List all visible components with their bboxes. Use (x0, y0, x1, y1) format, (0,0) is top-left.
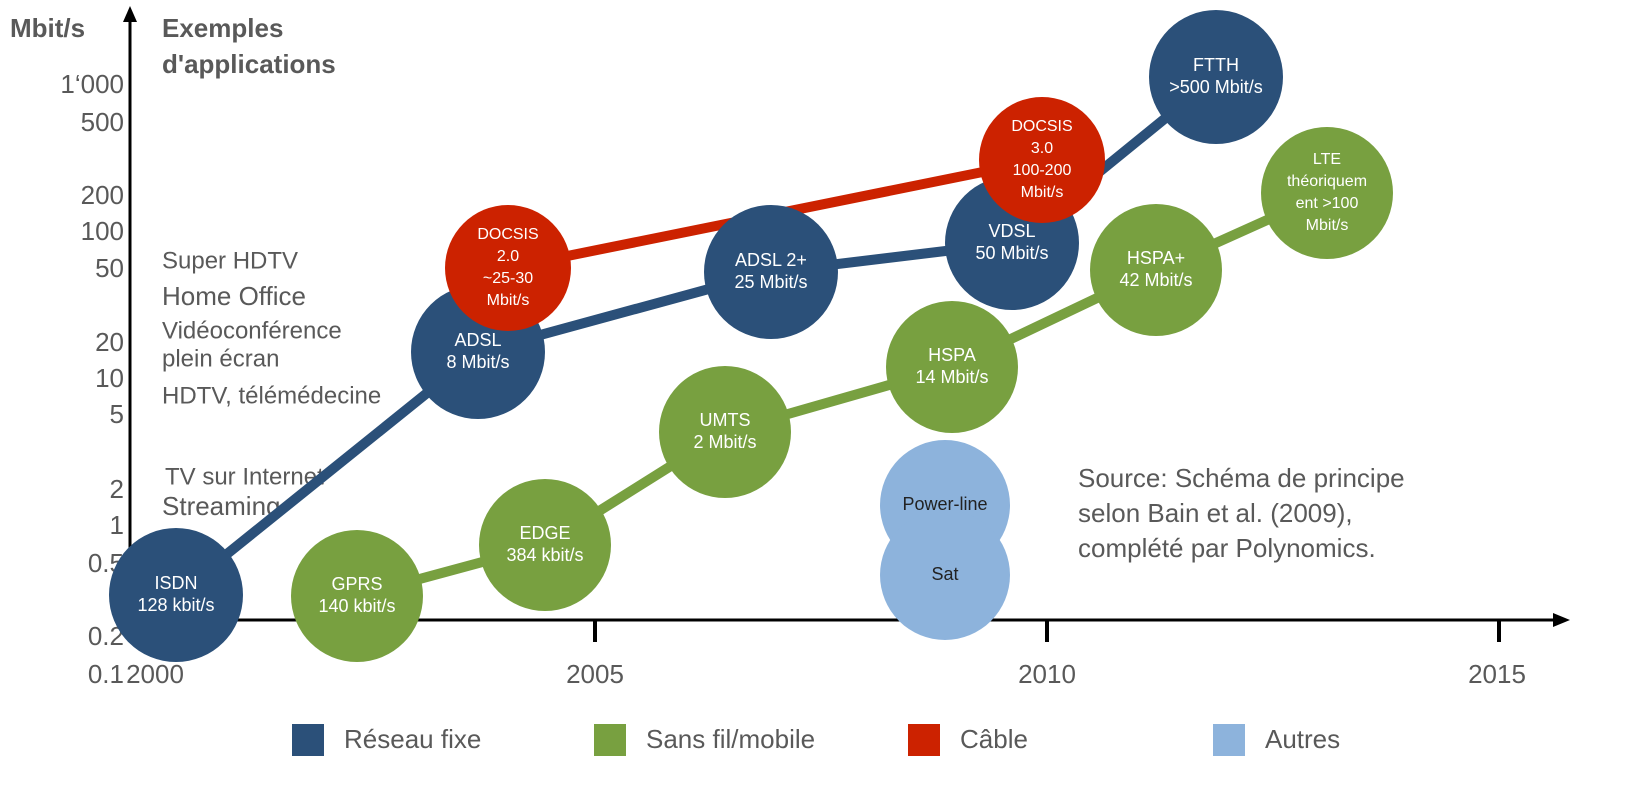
y-label: 1 (110, 510, 124, 540)
node-label: DOCSIS (477, 226, 538, 243)
applications-header: Exemples (162, 13, 283, 43)
node-label: 384 kbit/s (506, 545, 583, 565)
y-label: 0.1 (88, 659, 124, 689)
node-label: 140 kbit/s (318, 596, 395, 616)
application-item: Vidéoconférence (162, 317, 342, 344)
application-item: Super HDTV (162, 247, 298, 274)
node-label: HSPA (928, 345, 976, 365)
y-label: 1‘000 (60, 69, 124, 99)
node-label: ADSL (454, 330, 501, 350)
source: complété par Polynomics. (1078, 533, 1376, 563)
application-item: HDTV, télémédecine (162, 382, 381, 409)
node-label: ent >100 (1296, 195, 1359, 212)
node (1261, 127, 1393, 259)
node-label: ADSL 2+ (735, 250, 807, 270)
node-label: >500 Mbit/s (1169, 77, 1263, 97)
y-label: 2 (110, 474, 124, 504)
node-label: FTTH (1193, 55, 1239, 75)
node (659, 366, 791, 498)
node (479, 479, 611, 611)
node (291, 530, 423, 662)
node-label: 2.0 (497, 248, 519, 265)
y-unit: Mbit/s (10, 13, 85, 43)
node (1149, 10, 1283, 144)
node-label: ~25-30 (483, 270, 533, 287)
y-label: 500 (81, 107, 124, 137)
legend-label: Réseau fixe (344, 724, 481, 754)
node-label: HSPA+ (1127, 248, 1185, 268)
x-arrow (1553, 613, 1570, 627)
legend-swatch (1213, 724, 1245, 756)
application-item: Streaming (162, 491, 281, 521)
node (886, 301, 1018, 433)
node (1090, 204, 1222, 336)
node-label: 2 Mbit/s (693, 432, 756, 452)
source: Source: Schéma de principe (1078, 463, 1405, 493)
application-item: plein écran (162, 345, 279, 372)
y-label: 20 (95, 327, 124, 357)
x-label: 2010 (1018, 659, 1076, 689)
legend-label: Autres (1265, 724, 1340, 754)
y-label: 200 (81, 180, 124, 210)
node-label: 25 Mbit/s (734, 272, 807, 292)
node-label: 42 Mbit/s (1119, 270, 1192, 290)
legend-label: Câble (960, 724, 1028, 754)
x-label: 2000 (126, 659, 184, 689)
x-label: 2015 (1468, 659, 1526, 689)
legend-swatch (292, 724, 324, 756)
node-label: théoriquem (1287, 173, 1367, 190)
node-label: LTE (1313, 151, 1341, 168)
node-label: 8 Mbit/s (446, 352, 509, 372)
node-label: DOCSIS (1011, 118, 1072, 135)
y-label: 10 (95, 363, 124, 393)
node-label: Power-line (902, 494, 987, 514)
application-item: TV sur Internet (165, 463, 324, 490)
node-label: VDSL (988, 221, 1035, 241)
node (109, 528, 243, 662)
node-label: Sat (931, 564, 958, 584)
application-item: Home Office (162, 281, 306, 311)
x-label: 2005 (566, 659, 624, 689)
y-arrow (123, 6, 137, 22)
node-label: 100-200 (1013, 162, 1072, 179)
node-label: 50 Mbit/s (975, 243, 1048, 263)
applications-header: d'applications (162, 49, 336, 79)
legend-swatch (594, 724, 626, 756)
y-label: 100 (81, 216, 124, 246)
node (704, 205, 838, 339)
node-label: 3.0 (1031, 140, 1053, 157)
node-label: Mbit/s (1306, 217, 1349, 234)
node-label: ISDN (154, 573, 197, 593)
y-label: 50 (95, 253, 124, 283)
y-label: 5 (110, 399, 124, 429)
legend-swatch (908, 724, 940, 756)
legend-label: Sans fil/mobile (646, 724, 815, 754)
node-label: GPRS (331, 574, 382, 594)
node (445, 205, 571, 331)
source: selon Bain et al. (2009), (1078, 498, 1353, 528)
node-label: 128 kbit/s (137, 595, 214, 615)
node-label: Mbit/s (487, 292, 530, 309)
node-label: EDGE (519, 523, 570, 543)
node (880, 510, 1010, 640)
node (979, 97, 1105, 223)
node-label: UMTS (700, 410, 751, 430)
node-label: Mbit/s (1021, 184, 1064, 201)
node-label: 14 Mbit/s (915, 367, 988, 387)
